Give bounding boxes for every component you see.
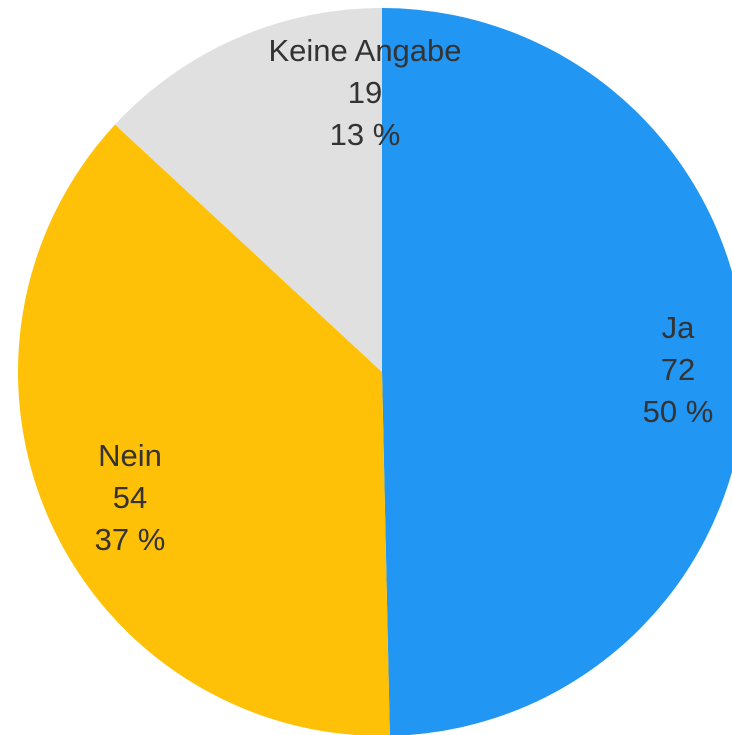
slice-value: 54 [113, 480, 147, 515]
pie-slice [115, 8, 382, 372]
pie-slice [18, 124, 390, 735]
pie-slice [382, 8, 732, 735]
slice-label: Nein [98, 438, 162, 473]
slice-percentage: 37 % [95, 522, 166, 557]
slice-percentage: 13 % [330, 117, 401, 152]
slice-label: Keine Angabe [268, 33, 461, 68]
slice-label: Ja [662, 310, 696, 345]
slice-percentage: 50 % [643, 394, 714, 429]
slice-value: 72 [661, 352, 695, 387]
slice-value: 19 [348, 75, 382, 110]
